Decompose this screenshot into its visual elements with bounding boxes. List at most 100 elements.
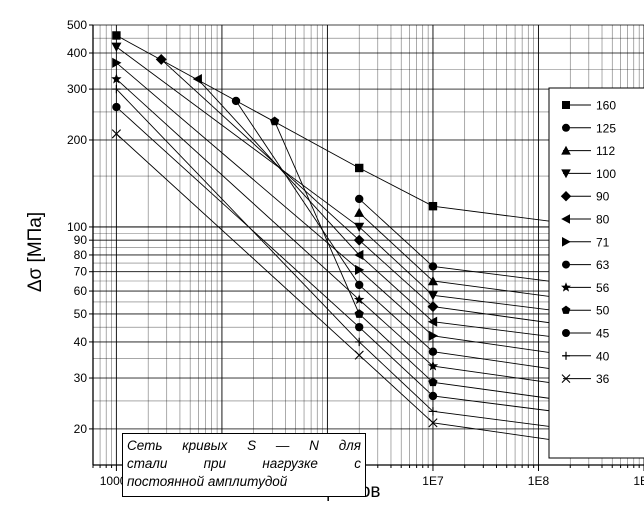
x-tick-label: 1E7 (422, 474, 444, 488)
series-point-160 (355, 163, 364, 173)
legend: 160 125 112 100 90 80 71 63 56 50 45 40 36 (548, 87, 644, 459)
series-line-45 (116, 106, 644, 424)
annotation-line-3: постоянной амплитудой (127, 474, 288, 489)
legend-box (548, 87, 644, 459)
legend-label-71: 71 (596, 235, 610, 249)
y-tick-label: 50 (74, 307, 88, 321)
y-tick-label: 100 (67, 220, 87, 234)
legend-label-36: 36 (596, 372, 610, 386)
series-point-36-b (428, 418, 438, 428)
legend-label-45: 45 (596, 327, 610, 341)
series-point-45 (355, 322, 364, 332)
legend-marker-80 (561, 214, 570, 224)
series-point-80 (427, 316, 438, 327)
series-line-71 (116, 62, 644, 367)
legend-marker-45 (562, 329, 570, 337)
series-line-90 (160, 59, 644, 337)
y-tick-label: 300 (67, 82, 87, 96)
legend-marker-112 (561, 145, 571, 155)
series-point-63 (428, 347, 438, 356)
legend-marker-56 (561, 282, 571, 292)
annotation-line-1: Сеть кривых S — N для (127, 438, 361, 453)
series-point-90 (353, 234, 365, 246)
series-point-36-b (354, 350, 364, 360)
y-tick-label: 60 (74, 284, 88, 298)
series-point-100 (427, 291, 439, 301)
legend-label-90: 90 (596, 190, 610, 204)
x-tick-label: 1E9 (633, 474, 644, 488)
series-point-112 (427, 275, 439, 286)
legend-marker-125 (562, 123, 570, 132)
series-point-56 (427, 360, 439, 371)
series-point-112 (354, 207, 365, 217)
series-point-50 (428, 377, 438, 387)
series-point-80 (192, 74, 202, 85)
legend-label-63: 63 (596, 258, 610, 272)
series-point-36-b (111, 129, 121, 139)
y-tick-label: 20 (74, 422, 88, 436)
legend-marker-160 (562, 101, 570, 109)
series-point-63 (355, 280, 364, 290)
legend-marker-90 (560, 191, 572, 202)
legend-label-56: 56 (596, 281, 610, 295)
legend-label-160: 160 (596, 99, 616, 113)
series-line-56 (116, 78, 644, 397)
series-point-40 (112, 84, 121, 94)
x-tick-label: 1E8 (528, 474, 550, 488)
legend-label-125: 125 (596, 121, 616, 135)
series-point-90 (155, 53, 167, 65)
legend-marker-71 (562, 237, 571, 247)
series-point-100 (111, 42, 122, 52)
series-point-50 (270, 116, 280, 126)
series-point-160 (112, 31, 121, 40)
series-line-36 (116, 133, 644, 454)
series-point-125 (355, 194, 364, 204)
series-point-90 (427, 301, 439, 313)
annotation-box: Сеть кривых S — N для стали при нагрузке… (122, 433, 366, 497)
series-layer (111, 31, 644, 454)
legend-label-40: 40 (596, 349, 610, 363)
series-point-56 (111, 73, 122, 84)
series-point-36 (111, 129, 121, 139)
series-line-80 (197, 78, 644, 349)
series-point-36 (354, 350, 364, 360)
legend-marker-36 (561, 374, 571, 383)
y-tick-label: 200 (67, 133, 87, 147)
series-point-71 (428, 330, 439, 341)
legend-marker-36-b (561, 374, 571, 383)
series-point-160 (428, 201, 438, 211)
series-line-100 (116, 46, 644, 323)
y-tick-label: 30 (74, 371, 88, 385)
legend-label-50: 50 (596, 304, 610, 318)
legend-marker-100 (561, 169, 571, 179)
series-point-40 (428, 407, 438, 416)
legend-marker-63 (562, 260, 570, 269)
legend-marker-50 (561, 305, 571, 314)
grid-layer (92, 24, 644, 466)
series-point-125 (428, 262, 438, 271)
legend-label-112: 112 (596, 144, 615, 158)
annotation-line-2: стали при нагрузке с (127, 456, 361, 471)
series-point-45 (112, 102, 121, 112)
series-point-56 (354, 294, 365, 305)
y-tick-label: 80 (74, 248, 88, 262)
y-tick-label: 400 (67, 46, 87, 60)
legend-label-100: 100 (596, 167, 616, 181)
series-line-63 (235, 100, 644, 383)
legend-label-80: 80 (596, 213, 610, 227)
legend-marker-40 (562, 351, 570, 360)
y-tick-label: 90 (74, 233, 88, 247)
series-point-40 (355, 337, 364, 347)
series-point-50 (354, 309, 364, 318)
series-point-63 (231, 96, 241, 106)
series-point-45 (428, 391, 438, 401)
series-line-40 (116, 88, 644, 440)
y-tick-label: 70 (74, 265, 88, 279)
y-tick-label: 40 (74, 335, 88, 349)
axis-layer: 2030405060708090100200300400500100001000… (67, 18, 644, 488)
y-axis-title: Δσ [МПа] (25, 212, 46, 292)
series-point-80 (354, 249, 364, 260)
series-point-71 (112, 57, 122, 68)
